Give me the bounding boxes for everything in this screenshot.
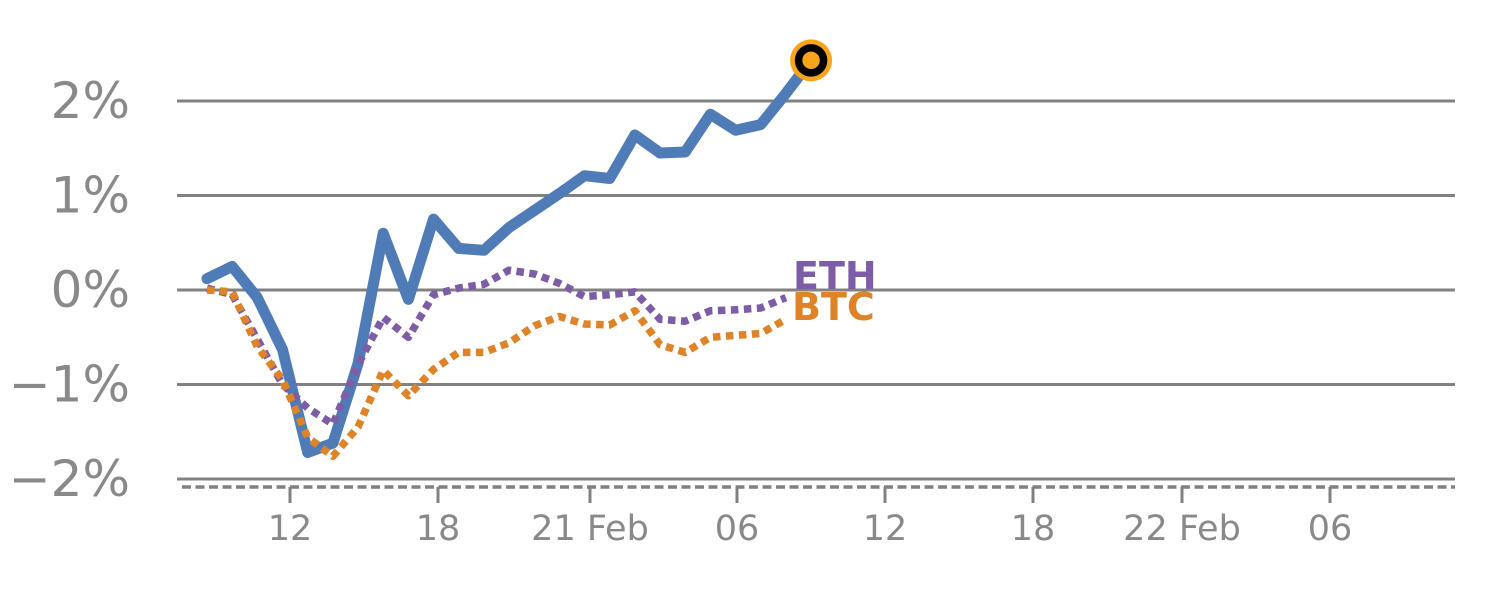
x-tick-label: 12 bbox=[268, 509, 313, 549]
y-tick-label: −2% bbox=[9, 450, 130, 508]
x-tick-label: 18 bbox=[1011, 509, 1056, 549]
y-tick-label: 2% bbox=[51, 72, 130, 130]
x-tick-label: 06 bbox=[1308, 509, 1353, 549]
x-tick-label: 12 bbox=[863, 509, 908, 549]
x-tick-label: 21 Feb bbox=[531, 509, 649, 549]
y-tick-label: 1% bbox=[51, 167, 130, 225]
y-tick-label: 0% bbox=[51, 261, 130, 319]
x-tick-label: 18 bbox=[416, 509, 461, 549]
gridlines bbox=[177, 99, 1455, 481]
btc-line-label: BTC bbox=[792, 285, 875, 329]
series-lines bbox=[201, 54, 817, 461]
x-tick-label: 22 Feb bbox=[1123, 509, 1241, 549]
series-line-portfolio bbox=[201, 54, 817, 458]
x-axis: 12 18 21 Feb 06 12 18 22 Feb 06 bbox=[182, 485, 1455, 549]
y-axis-tick-labels: 2% 1% 0% −1% −2% bbox=[9, 72, 130, 508]
series-line-eth bbox=[206, 266, 788, 428]
end-marker-group bbox=[790, 39, 833, 82]
x-tick-label: 06 bbox=[715, 509, 760, 549]
y-tick-label: −1% bbox=[9, 356, 130, 414]
end-marker-ring bbox=[794, 44, 828, 77]
eth-line-label: ETH bbox=[793, 254, 877, 298]
